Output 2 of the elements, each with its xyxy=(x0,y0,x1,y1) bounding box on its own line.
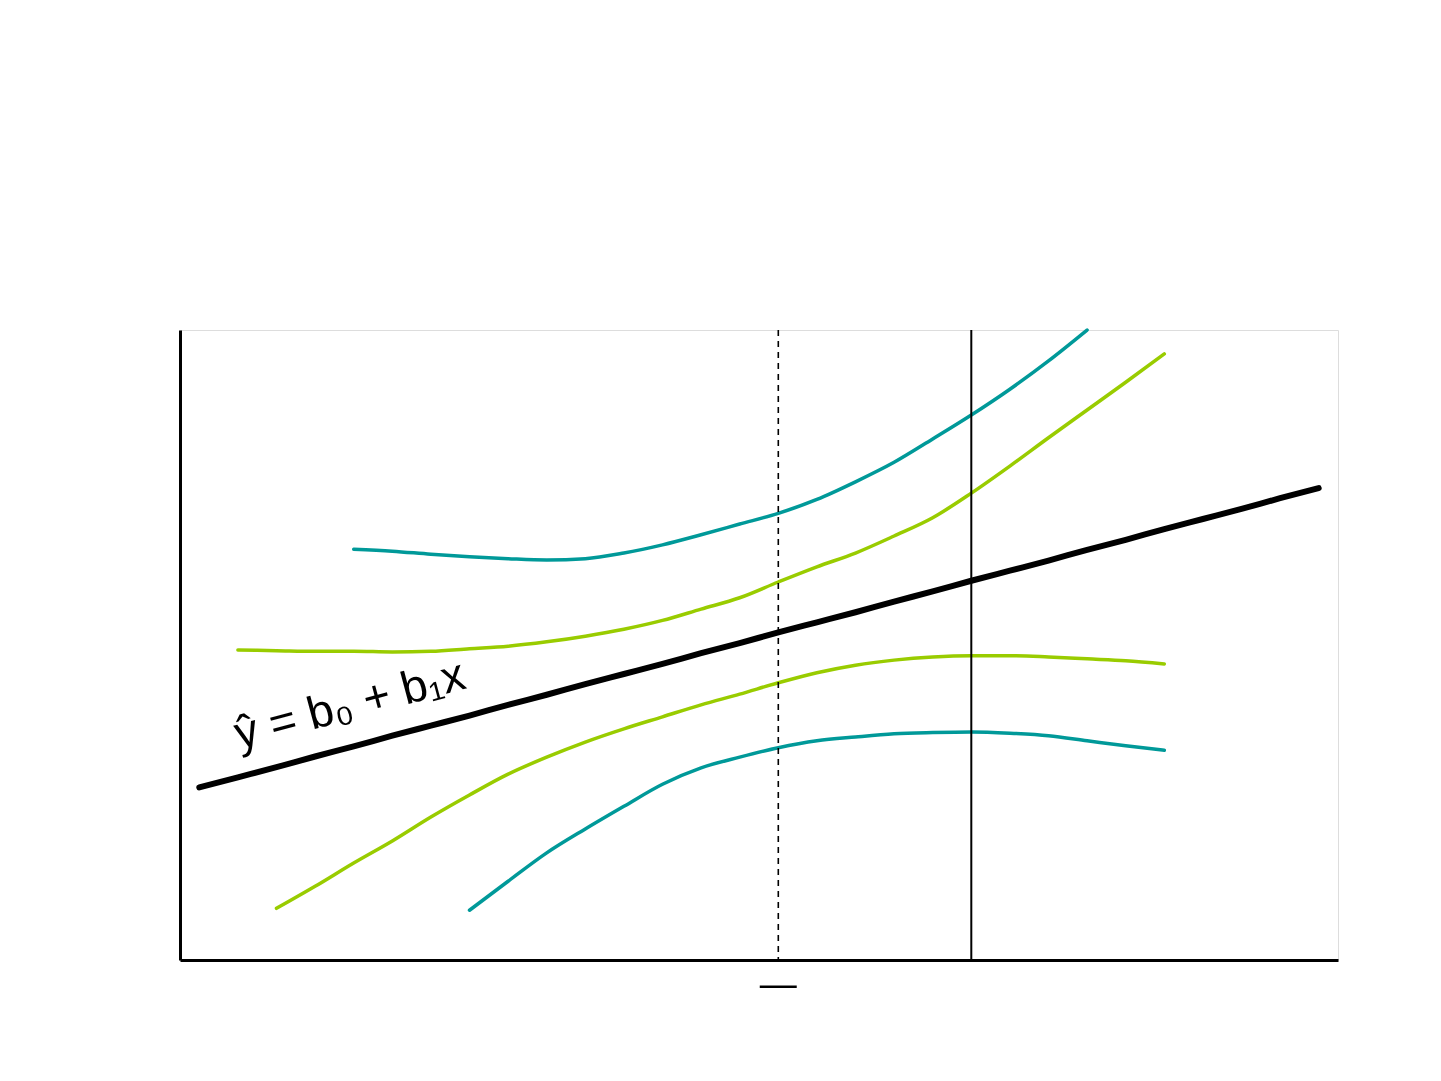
annotation: ŷ = b₀ + b₁x xyxy=(228,647,471,759)
text: — xyxy=(759,963,797,1004)
